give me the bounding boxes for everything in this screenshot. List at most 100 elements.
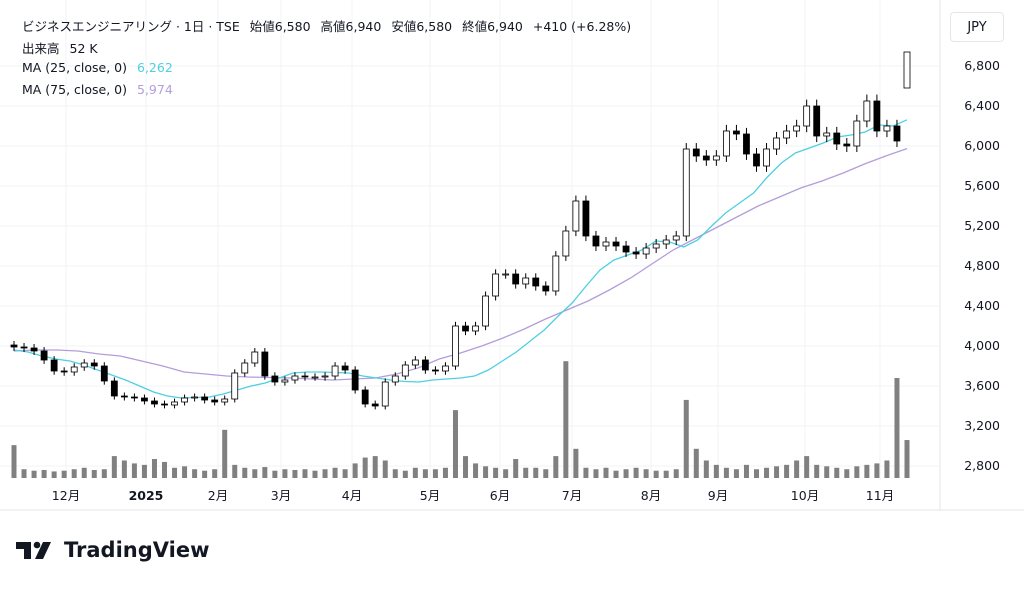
volume-bar (804, 456, 810, 478)
volume-bar (623, 469, 629, 478)
volume-bar (713, 464, 719, 478)
candle-body (381, 381, 389, 407)
volume-bar (21, 469, 27, 478)
volume-bar (593, 469, 599, 478)
volume-bar (41, 469, 47, 478)
candle-body (642, 247, 650, 255)
candle-body (131, 396, 138, 399)
candle-body (401, 364, 409, 377)
ma25-legend[interactable]: MA (25, close, 0) 6,262 (22, 60, 179, 75)
x-tick-label: 6月 (490, 488, 510, 503)
candle-body (361, 389, 369, 405)
candle-body (371, 403, 379, 407)
candle-body (652, 243, 660, 249)
candle-body (552, 255, 560, 292)
volume-label: 出来高 (22, 41, 60, 56)
candle-body (301, 375, 309, 378)
candle-body (261, 351, 269, 377)
y-tick-label: 6,000 (964, 138, 1000, 153)
candle-body (712, 155, 720, 161)
candle-body (582, 200, 590, 237)
volume-bar (703, 460, 709, 478)
y-tick-label: 5,200 (964, 218, 1000, 233)
volume-bar (743, 464, 749, 478)
ma25-label: MA (25, close, 0) (22, 60, 128, 75)
volume-bar (402, 470, 408, 478)
volume-bar (753, 469, 759, 478)
x-tick-label: 10月 (791, 488, 819, 503)
candle-body (592, 235, 600, 247)
volume-bar (653, 470, 659, 478)
currency-button[interactable]: JPY (950, 12, 1004, 42)
volume-bar (141, 464, 147, 478)
volume-bar (31, 470, 37, 478)
candle-body (612, 241, 620, 247)
candle-body (753, 153, 760, 167)
volume-bar (884, 460, 890, 478)
candle-body (221, 398, 229, 403)
x-tick-label: 11月 (866, 488, 894, 503)
candle-body (532, 277, 540, 287)
candle-body (773, 137, 780, 150)
candle-body (833, 132, 841, 145)
volume-bar (352, 463, 358, 478)
tradingview-logo[interactable]: TradingView (16, 538, 209, 562)
volume-bar (262, 467, 268, 478)
ma75-legend[interactable]: MA (75, close, 0) 5,974 (22, 82, 179, 97)
volume-bar (794, 460, 800, 478)
x-tick-label: 4月 (342, 488, 362, 503)
candle-body (231, 372, 239, 400)
volume-bar (563, 361, 569, 478)
candle-body (411, 359, 419, 366)
candle-body (903, 51, 911, 89)
volume-bar (292, 469, 298, 478)
volume-bar (854, 466, 860, 478)
volume-bar (442, 467, 448, 478)
candle-body (50, 359, 58, 372)
candle-body (201, 396, 209, 401)
volume-bar (51, 471, 57, 478)
volume-bar (723, 467, 729, 478)
volume-bar (312, 470, 318, 478)
candle-body (452, 325, 459, 367)
volume-bar (372, 456, 378, 478)
volume-bar (332, 467, 338, 478)
candle-body (321, 375, 329, 378)
x-tick-label: 9月 (708, 488, 728, 503)
y-tick-label: 2,800 (964, 458, 1000, 473)
candle-body (743, 133, 750, 155)
ma75-value: 5,974 (137, 82, 173, 97)
volume-bar (392, 469, 398, 478)
candle-body (472, 325, 479, 332)
volume-bar (272, 470, 278, 478)
y-tick-label: 6,400 (964, 98, 1000, 113)
candle-body (351, 369, 359, 391)
volume-bar (533, 467, 539, 478)
candle-body (40, 350, 48, 361)
candle-body (291, 375, 299, 381)
candle-body (622, 245, 630, 253)
candle-body (662, 239, 670, 245)
volume-bar (784, 464, 790, 478)
brand-name: TradingView (64, 538, 210, 562)
volume-bar (834, 467, 840, 478)
open-value: 始値6,580 (249, 19, 311, 34)
candle-body (70, 366, 78, 373)
volume-bar (151, 459, 157, 478)
volume-bar (663, 470, 669, 478)
candle-body (442, 365, 449, 372)
candle-body (161, 403, 168, 406)
volume-bar (242, 467, 248, 478)
volume-bar (503, 469, 509, 478)
tradingview-logo-icon (16, 541, 51, 559)
volume-bar (282, 469, 288, 478)
volume-bar (814, 464, 820, 478)
high-value: 高値6,940 (320, 19, 382, 34)
symbol-title[interactable]: ビジネスエンジニアリング · 1日 · TSE (22, 19, 240, 34)
candle-body (110, 380, 118, 397)
candle-body (191, 396, 199, 399)
candle-body (873, 100, 881, 132)
candle-body (672, 235, 680, 241)
